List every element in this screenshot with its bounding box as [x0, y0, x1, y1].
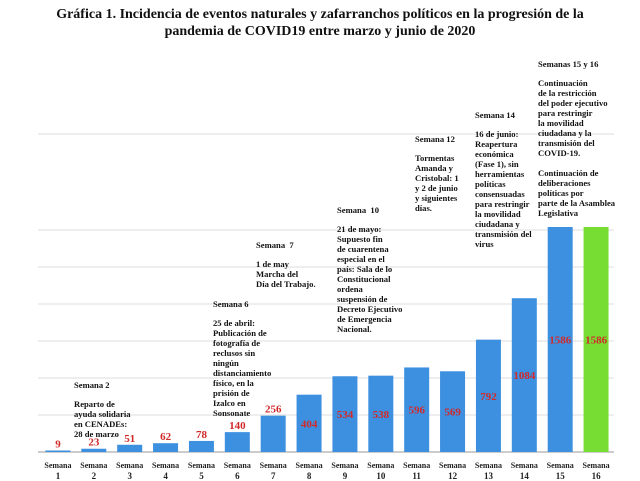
annotation-week-10: Semana 10 21 de mayo: Supuesto fin de cua… — [337, 205, 402, 334]
annotation-week-14: Semana 14 16 de junio: Reapertura económi… — [475, 110, 532, 249]
bar-week-4 — [153, 443, 179, 452]
tick-label-week-14: 14 — [520, 471, 530, 481]
tick-label-week-7: 7 — [271, 471, 276, 481]
tick-label-prefix: Semana — [44, 461, 71, 470]
annotation-text: 25 de abril: Publicación de fotografía d… — [213, 318, 272, 418]
tick-label-prefix: Semana — [224, 461, 251, 470]
tick-label-week-1: 1 — [56, 471, 61, 481]
data-label-week-9: 534 — [337, 409, 354, 421]
data-label-week-12: 569 — [444, 407, 461, 419]
tick-label-prefix: Semana — [583, 461, 610, 470]
tick-label-week-13: 13 — [484, 471, 494, 481]
data-label-week-13: 792 — [480, 391, 497, 403]
bar-week-11 — [404, 367, 430, 452]
annotation-heading: Semana 6 — [213, 299, 249, 309]
bar-week-12 — [440, 371, 466, 452]
annotation-week-12: Semana 12 Tormentas Amanda y Cristobal: 1… — [415, 134, 459, 213]
data-label-week-11: 596 — [408, 405, 425, 417]
annotation-heading: Semana 7 — [256, 240, 294, 250]
data-label-week-7: 256 — [265, 404, 282, 416]
annotation-text: 16 de junio: Reapertura económica (Fase … — [475, 129, 532, 249]
annotation-week-6: Semana 6 25 de abril: Publicación de foto… — [213, 299, 271, 418]
bar-week-1 — [45, 450, 71, 452]
tick-label-week-15: 15 — [556, 471, 566, 481]
tick-label-prefix: Semana — [403, 461, 430, 470]
annotation-heading: Semana 12 — [415, 134, 455, 144]
data-label-week-6: 140 — [229, 420, 246, 432]
bar-week-8 — [296, 394, 322, 452]
tick-label-week-8: 8 — [307, 471, 312, 481]
annotation-text: Tormentas Amanda y Cristobal: 1 y 2 de j… — [415, 153, 459, 213]
annotation-week-15: Semanas 15 y 16 Continuación de la restri… — [538, 59, 615, 218]
tick-label-week-12: 12 — [448, 471, 458, 481]
tick-label-week-10: 10 — [376, 471, 386, 481]
bar-week-9 — [332, 376, 358, 452]
tick-label-prefix: Semana — [367, 461, 394, 470]
tick-label-week-11: 11 — [412, 471, 421, 481]
data-label-week-1: 9 — [55, 439, 61, 451]
tick-label-week-9: 9 — [343, 471, 348, 481]
bar-week-6 — [224, 432, 250, 452]
annotation-heading: Semana 14 — [475, 110, 515, 120]
tick-label-prefix: Semana — [331, 461, 358, 470]
data-label-week-16: 1586 — [585, 335, 608, 347]
chart-title: Gráfica 1. Incidencia de eventos natural… — [0, 6, 640, 40]
tick-label-prefix: Semana — [116, 461, 143, 470]
annotation-heading: Semana 2 — [74, 380, 110, 390]
bar-week-3 — [117, 444, 143, 452]
bar-week-7 — [260, 415, 286, 452]
data-label-week-8: 404 — [301, 418, 318, 430]
tick-label-prefix: Semana — [296, 461, 323, 470]
tick-label-week-2: 2 — [92, 471, 97, 481]
annotation-week-2: Semana 2 Reparto de ayuda solidaria en CE… — [74, 380, 131, 439]
data-label-week-5: 78 — [196, 429, 208, 441]
tick-label-prefix: Semana — [511, 461, 538, 470]
tick-label-prefix: Semana — [80, 461, 107, 470]
annotation-heading: Semana 10 — [337, 205, 380, 215]
data-label-week-4: 62 — [160, 431, 172, 443]
tick-label-prefix: Semana — [547, 461, 574, 470]
annotation-heading: Semanas 15 y 16 — [538, 59, 599, 69]
annotation-week-7: Semana 7 1 de may Marcha del Día del Trab… — [256, 240, 316, 289]
tick-label-week-16: 16 — [592, 471, 602, 481]
data-label-week-14: 1084 — [513, 370, 536, 382]
data-label-week-2: 23 — [88, 437, 100, 449]
annotation-text: 21 de mayo: Supuesto fin de cuarentena e… — [337, 224, 403, 334]
data-label-week-3: 51 — [124, 433, 135, 445]
tick-label-prefix: Semana — [260, 461, 287, 470]
bar-week-5 — [188, 440, 214, 452]
tick-label-week-4: 4 — [163, 471, 168, 481]
bar-week-15 — [547, 227, 573, 452]
data-label-week-10: 538 — [373, 409, 390, 421]
chart-title-line-1: Gráfica 1. Incidencia de eventos natural… — [56, 7, 584, 22]
tick-label-prefix: Semana — [475, 461, 502, 470]
bar-week-16 — [583, 227, 609, 452]
annotation-text: Reparto de ayuda solidaria en CENADEs: 2… — [74, 399, 131, 439]
chart-title-line-2: pandemia de COVID19 entre marzo y junio … — [164, 24, 476, 39]
bar-week-10 — [368, 375, 394, 452]
tick-label-week-3: 3 — [127, 471, 132, 481]
tick-label-week-5: 5 — [199, 471, 204, 481]
annotation-text: Continuación de la restricción del poder… — [538, 78, 616, 218]
data-label-week-15: 1586 — [549, 335, 572, 347]
bar-week-13 — [475, 339, 501, 452]
bar-week-2 — [81, 448, 107, 452]
tick-label-prefix: Semana — [152, 461, 179, 470]
tick-label-prefix: Semana — [188, 461, 215, 470]
tick-label-prefix: Semana — [439, 461, 466, 470]
bar-week-14 — [511, 298, 537, 452]
tick-label-week-6: 6 — [235, 471, 240, 481]
annotation-text: 1 de may Marcha del Día del Trabajo. — [256, 259, 316, 289]
